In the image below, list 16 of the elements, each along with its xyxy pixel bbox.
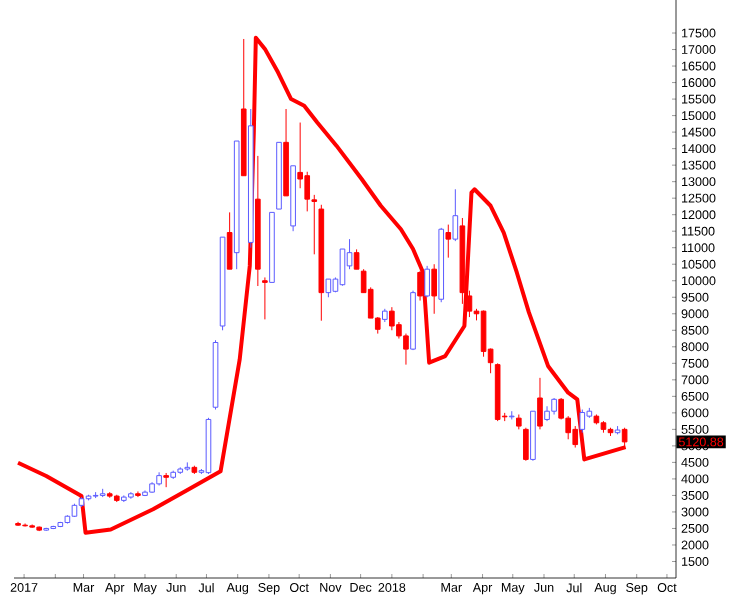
candlestick [452,188,459,242]
candlestick [480,309,487,358]
candlestick [353,248,360,270]
candlestick [339,248,346,287]
candlestick [537,377,543,430]
candlestick [445,224,452,259]
candlestick [262,276,268,320]
candlestick [424,265,430,298]
candlestick [431,263,437,315]
candlestick [523,427,529,462]
candlestick [226,211,233,270]
candlestick [389,306,395,331]
candlestick [417,270,423,302]
candlestick [579,409,586,434]
candlestick [325,278,332,298]
candlestick [163,472,169,488]
